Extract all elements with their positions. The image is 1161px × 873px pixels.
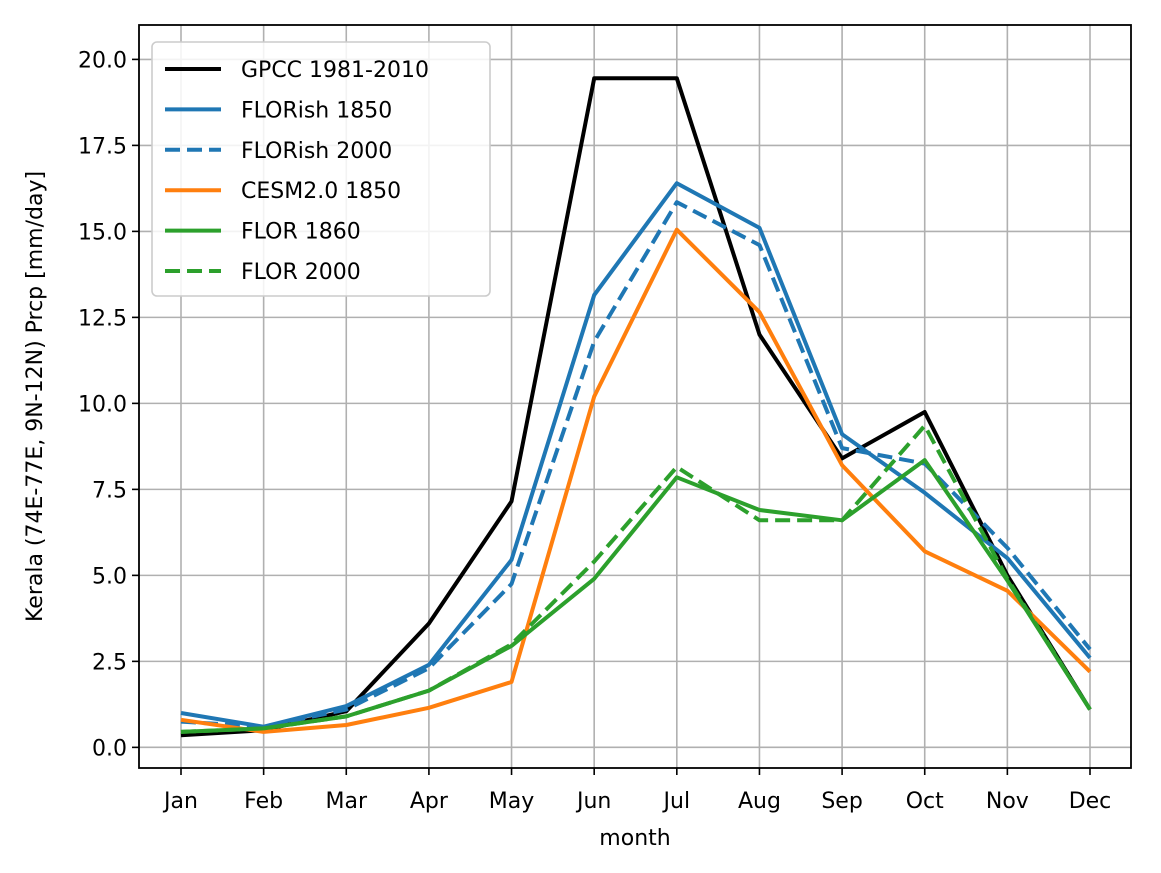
y-tick-label: 0.0 [92,736,127,761]
y-tick-label: 7.5 [92,478,127,503]
x-tick-label: Feb [244,789,283,814]
legend-label: CESM2.0 1850 [241,179,401,204]
x-tick-label: Nov [986,789,1029,814]
legend-label: FLORish 1850 [241,98,392,123]
x-tick-label: Jan [162,789,198,814]
x-tick-label: Aug [738,789,781,814]
series-line-0 [180,76,1092,738]
y-axis-ticks: 0.0 2.5 5.0 7.5 10.0 12.5 15.0 17.5 20.0 [78,48,139,761]
x-tick-label: Dec [1069,789,1112,814]
legend-label: FLOR 2000 [241,260,361,285]
series-line-1 [180,181,1092,729]
x-tick-label: Mar [326,789,368,814]
legend: GPCC 1981-2010 FLORish 1850 FLORish 2000 CE… [151,41,491,297]
y-tick-label: 17.5 [78,134,127,159]
y-tick-label: 2.5 [92,650,127,675]
series-line-5 [180,423,1092,734]
x-tick-label: Jul [662,789,691,814]
y-axis-label: Kerala (74E-77E, 9N-12N) Prcp [mm/day] [23,171,48,622]
y-tick-label: 10.0 [78,392,127,417]
series-lines [180,76,1092,738]
x-tick-label: Oct [906,789,944,814]
x-axis-ticks: Jan Feb Mar Apr May Jun Jul Aug Sep Oct Nov Dec [162,768,1111,814]
x-tick-label: May [489,789,534,814]
series-line-4 [180,458,1092,734]
x-axis-label: month [599,826,670,851]
legend-box [151,41,491,297]
y-tick-label: 20.0 [78,48,127,73]
x-tick-label: Jun [575,789,611,814]
plot-frame [138,24,1132,769]
y-tick-label: 5.0 [92,564,127,589]
legend-label: FLOR 1860 [241,220,361,245]
x-tick-label: Sep [821,789,862,814]
series-line-3 [180,227,1092,734]
y-tick-label: 12.5 [78,306,127,331]
x-tick-label: Apr [410,789,449,814]
y-tick-label: 15.0 [78,220,127,245]
legend-label: GPCC 1981-2010 [241,58,429,83]
legend-label: FLORish 2000 [241,139,392,164]
